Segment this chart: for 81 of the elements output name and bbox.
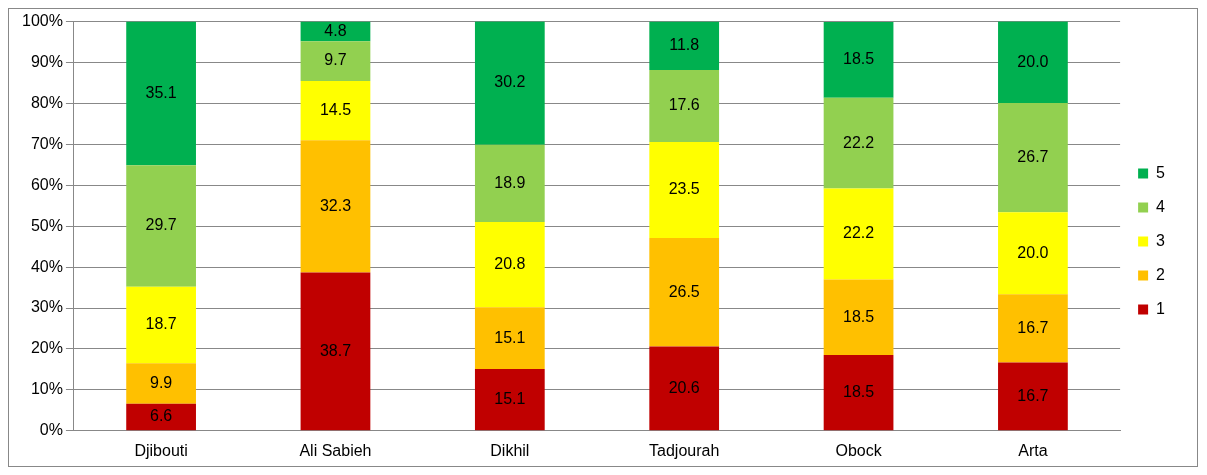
data-label: 20.0 <box>1017 52 1049 70</box>
data-label: 15.1 <box>494 390 526 408</box>
bar <box>126 363 196 404</box>
bar <box>300 41 371 81</box>
data-label: 18.7 <box>145 315 177 333</box>
bar <box>126 286 196 364</box>
bar <box>300 80 371 141</box>
x-tick-label: Dikhil <box>490 441 530 459</box>
y-tick-label: 100% <box>22 12 63 30</box>
y-tick-label: 60% <box>30 175 63 193</box>
bar <box>998 362 1068 431</box>
x-tick-label: Ali Sabieh <box>299 441 372 459</box>
data-label: 14.5 <box>319 101 352 119</box>
legend-label: 3 <box>1156 231 1166 249</box>
data-label: 32.3 <box>319 196 352 214</box>
bar <box>823 97 894 189</box>
data-label: 18.5 <box>842 307 875 325</box>
y-tick-label: 50% <box>30 216 63 234</box>
bar <box>474 222 545 308</box>
data-label: 22.2 <box>842 133 875 151</box>
data-label: 17.6 <box>668 96 700 114</box>
bar <box>823 188 894 280</box>
bar <box>649 21 720 70</box>
data-label: 26.7 <box>1017 148 1049 166</box>
data-label: 18.5 <box>842 50 875 68</box>
bar <box>474 144 545 223</box>
bar <box>823 279 894 356</box>
data-label: 9.9 <box>149 373 173 391</box>
data-label: 18.5 <box>842 383 875 401</box>
data-label: 30.2 <box>494 73 526 91</box>
y-tick-label: 20% <box>30 339 63 357</box>
bar <box>126 165 196 287</box>
y-tick-label: 40% <box>30 257 63 275</box>
legend-label: 4 <box>1156 197 1166 215</box>
y-tick-label: 90% <box>30 52 63 70</box>
data-label: 9.7 <box>324 51 347 69</box>
bar <box>998 103 1068 213</box>
bar <box>823 22 894 98</box>
legend-label: 2 <box>1156 265 1166 283</box>
bar <box>300 140 371 273</box>
bar <box>300 272 371 431</box>
bar <box>823 355 894 431</box>
data-label: 35.1 <box>145 83 177 101</box>
data-label: 18.9 <box>494 173 526 191</box>
bar <box>474 21 545 145</box>
x-tick-label: Obock <box>835 441 883 459</box>
data-label: 20.8 <box>494 255 526 273</box>
bar <box>998 21 1068 104</box>
bar <box>649 238 720 347</box>
bar <box>474 307 545 370</box>
data-label: 22.2 <box>842 224 875 242</box>
data-label: 20.6 <box>668 378 700 396</box>
data-label: 6.6 <box>149 407 173 425</box>
x-tick-label: Tadjourah <box>649 441 720 459</box>
data-label: 16.7 <box>1017 386 1049 404</box>
bar <box>649 69 720 142</box>
y-tick-label: 0% <box>39 421 63 439</box>
y-tick-label: 70% <box>30 134 63 152</box>
data-label: 16.7 <box>1017 318 1049 336</box>
y-tick-label: 10% <box>30 380 63 398</box>
y-tick-label: 80% <box>30 93 63 111</box>
data-label: 23.5 <box>668 180 700 198</box>
y-tick-label: 30% <box>30 298 63 316</box>
bar <box>649 141 720 239</box>
bar <box>126 403 196 431</box>
data-label: 20.0 <box>1017 243 1049 261</box>
data-label: 26.5 <box>668 282 700 300</box>
legend-label: 1 <box>1156 299 1166 317</box>
data-label: 29.7 <box>145 216 177 234</box>
x-tick-label: Arta <box>1018 441 1048 459</box>
x-tick-label: Djibouti <box>134 441 188 459</box>
bar <box>998 294 1068 363</box>
data-label: 38.7 <box>319 341 352 359</box>
data-label: 11.8 <box>669 36 700 54</box>
legend-label: 5 <box>1156 163 1166 181</box>
bar <box>649 346 720 431</box>
bar <box>998 212 1068 295</box>
data-label: 4.8 <box>324 21 347 39</box>
data-label: 15.1 <box>494 328 526 346</box>
bar <box>126 21 196 166</box>
bar <box>474 369 545 431</box>
